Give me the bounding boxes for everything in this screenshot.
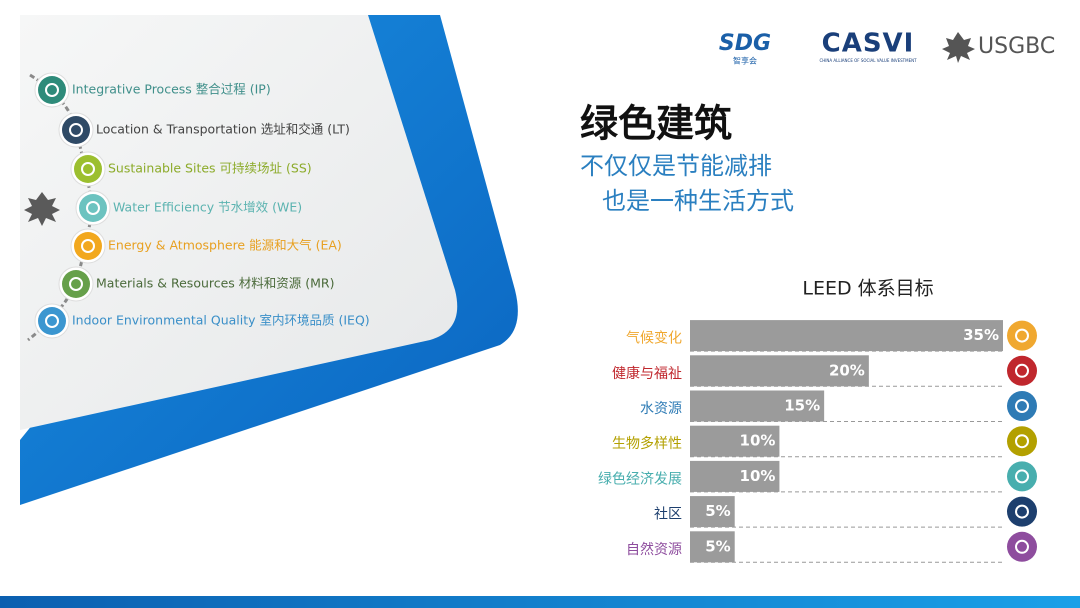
- item-icon-glyph: [69, 277, 83, 291]
- item-icon-glyph: [81, 162, 95, 176]
- gray-panel: [20, 15, 458, 430]
- goal-icon-glyph: [1015, 539, 1029, 554]
- item-icon: [74, 232, 102, 260]
- goal-icon: [1007, 496, 1037, 527]
- bar: [690, 320, 1003, 352]
- category-label: 绿色经济发展: [598, 470, 682, 487]
- value-label: 10%: [740, 432, 776, 450]
- category-label: 社区: [654, 507, 682, 523]
- bar: [690, 460, 780, 492]
- item-label: Indoor Environmental Quality 室内环境品质 (IEQ…: [72, 313, 370, 328]
- goal-icon-glyph: [1015, 504, 1029, 519]
- value-label: 5%: [705, 502, 730, 520]
- goal-icon: [1007, 320, 1037, 351]
- item-icon: [38, 76, 66, 104]
- item-icon: [38, 307, 66, 335]
- logo-usgbc: USGBC: [978, 34, 1055, 59]
- logo-casvi-sub: CHINA ALLIANCE OF SOCIAL VALUE INVESTMEN…: [819, 58, 917, 63]
- bar: [690, 531, 735, 563]
- bar: [690, 425, 780, 457]
- chart-title: LEED 体系目标: [802, 278, 933, 300]
- goal-icon: [1007, 426, 1037, 457]
- item-icon-glyph: [45, 314, 59, 328]
- bar: [690, 390, 825, 422]
- value-label: 15%: [784, 397, 820, 415]
- goal-icon-glyph: [1015, 328, 1029, 343]
- goal-icon: [1007, 355, 1037, 386]
- item-icon: [79, 194, 107, 222]
- value-label: 10%: [740, 467, 776, 485]
- item-icon: [62, 116, 90, 144]
- category-label: 气候变化: [626, 331, 682, 347]
- goal-icon-glyph: [1015, 399, 1029, 413]
- item-icon-glyph: [86, 201, 100, 215]
- item-label: Energy & Atmosphere 能源和大气 (EA): [108, 238, 342, 253]
- goal-icon-glyph: [1015, 363, 1029, 378]
- usgbc-leaf: [942, 32, 975, 63]
- goal-icon: [1007, 391, 1037, 421]
- goal-icon-glyph: [1015, 469, 1029, 484]
- value-label: 35%: [963, 326, 999, 344]
- logo-sdg: SDG: [719, 31, 771, 56]
- subtitle: 也是一种生活方式: [602, 187, 794, 215]
- item-icon-glyph: [69, 123, 83, 137]
- slide-title: 绿色建筑: [580, 102, 732, 146]
- subtitle: 不仅仅是节能减排: [580, 152, 772, 180]
- goal-icon: [1007, 531, 1037, 562]
- item-icon-glyph: [81, 239, 95, 253]
- category-label: 生物多样性: [612, 435, 682, 452]
- value-label: 5%: [705, 537, 730, 555]
- item-label: Water Efficiency 节水增效 (WE): [113, 200, 302, 215]
- logo-sdg-sub: 智享会: [733, 56, 757, 66]
- item-label: Sustainable Sites 可持续场址 (SS): [108, 161, 312, 176]
- item-icon-glyph: [45, 83, 59, 97]
- leaf-icon: [24, 192, 60, 226]
- category-label: 自然资源: [626, 541, 682, 558]
- item-label: Materials & Resources 材料和资源 (MR): [96, 276, 335, 291]
- bar: [690, 496, 735, 528]
- goal-icon: [1007, 461, 1037, 492]
- bar: [690, 355, 869, 387]
- footer-bar: [0, 596, 1080, 608]
- category-label: 健康与福祉: [612, 365, 682, 382]
- value-label: 20%: [829, 361, 865, 379]
- item-icon: [62, 270, 90, 298]
- goal-icon-glyph: [1015, 434, 1029, 449]
- item-label: Integrative Process 整合过程 (IP): [72, 82, 271, 97]
- logo-casvi: CASVI: [822, 29, 915, 59]
- category-label: 水资源: [640, 401, 682, 417]
- item-label: Location & Transportation 选址和交通 (LT): [96, 122, 350, 137]
- item-icon: [74, 155, 102, 183]
